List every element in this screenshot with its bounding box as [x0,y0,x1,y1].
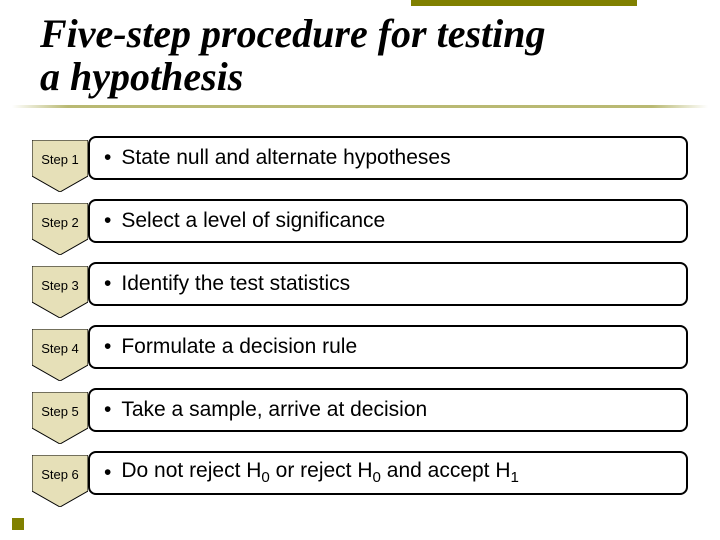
step-text: Identify the test statistics [121,272,350,296]
step-box: • Select a level of significance [88,199,688,243]
bullet-icon: • [104,461,111,485]
step-text: State null and alternate hypotheses [121,146,450,170]
step-row: Step 4 • Formulate a decision rule [32,325,688,381]
step-text: Select a level of significance [121,209,385,233]
step-label: Step 5 [32,404,88,419]
step-row: Step 6 • Do not reject H0 or reject H0 a… [32,451,688,507]
step-text: Do not reject H0 or reject H0 and accept… [121,459,519,486]
bullet-icon: • [104,335,111,359]
title-line-1: Five-step procedure for testing [40,11,546,56]
step-box: • Take a sample, arrive at decision [88,388,688,432]
step-text: Take a sample, arrive at decision [121,398,427,422]
step-box: • Formulate a decision rule [88,325,688,369]
step-row: Step 1 • State null and alternate hypoth… [32,136,688,192]
bullet-icon: • [104,272,111,296]
title-block: Five-step procedure for testing a hypoth… [40,12,680,98]
step-box: • Do not reject H0 or reject H0 and acce… [88,451,688,495]
top-accent-bar [411,0,637,6]
step-box: • Identify the test statistics [88,262,688,306]
step-label: Step 2 [32,215,88,230]
title-line-2: a hypothesis [40,54,243,99]
bullet-icon: • [104,146,111,170]
step-box: • State null and alternate hypotheses [88,136,688,180]
step-label: Step 4 [32,341,88,356]
step-text: Formulate a decision rule [121,335,357,359]
corner-accent-square [12,518,24,530]
step-label: Step 3 [32,278,88,293]
bullet-icon: • [104,209,111,233]
title-underline [12,105,708,108]
step-label: Step 6 [32,467,88,482]
step-label: Step 1 [32,152,88,167]
step-row: Step 2 • Select a level of significance [32,199,688,255]
step-row: Step 3 • Identify the test statistics [32,262,688,318]
bullet-icon: • [104,398,111,422]
step-row: Step 5 • Take a sample, arrive at decisi… [32,388,688,444]
page-title: Five-step procedure for testing a hypoth… [40,12,680,98]
steps-list: Step 1 • State null and alternate hypoth… [32,136,688,514]
